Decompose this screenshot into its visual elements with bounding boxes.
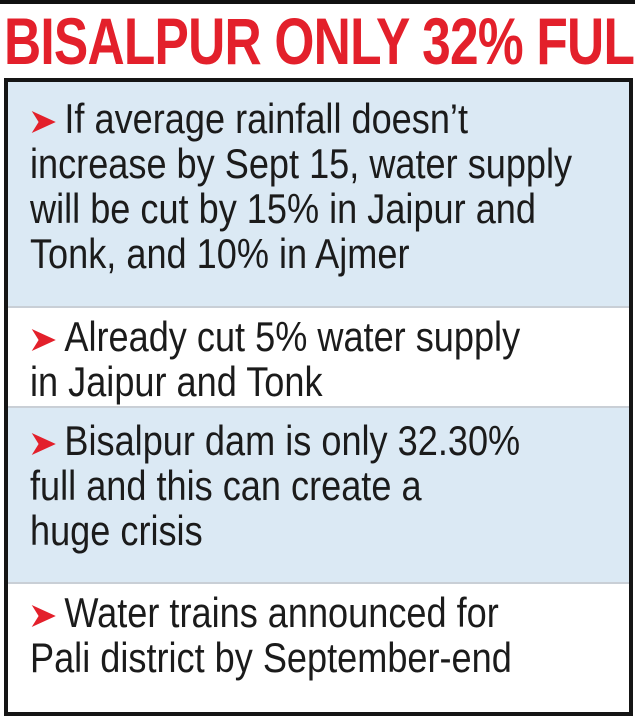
fact-text: Pali district by September-end [30,634,512,681]
fact-text: Bisalpur dam is only 32.30% [64,417,521,464]
fact-text: If average rainfall doesn’t [64,95,468,142]
red-arrowhead-icon [31,605,56,627]
top-rule [0,0,635,4]
fact-text: Water trains announced for [64,589,499,636]
headline: BISALPUR ONLY 32% FULL [4,4,635,78]
fact-item: Water trains announced for Pali district… [8,584,629,712]
fact-item: If average rainfall doesn’t increase by … [8,82,629,308]
facts-box: If average rainfall doesn’t increase by … [4,78,633,716]
fact-text: in Jaipur and Tonk [30,358,323,405]
fact-text: Already cut 5% water supply [64,313,521,360]
fact-item: Bisalpur dam is only 32.30% full and thi… [8,408,629,584]
red-arrowhead-icon [31,433,56,455]
fact-item: Already cut 5% water supply in Jaipur an… [8,308,629,408]
fact-text: full and this can create a [30,462,422,509]
fact-text: huge crisis [30,507,203,554]
fact-text: Tonk, and 10% in Ajmer [30,230,410,277]
fact-text: increase by Sept 15, water supply [30,140,573,187]
fact-text: will be cut by 15% in Jaipur and [30,185,536,232]
red-arrowhead-icon [31,111,56,133]
red-arrowhead-icon [31,329,56,351]
